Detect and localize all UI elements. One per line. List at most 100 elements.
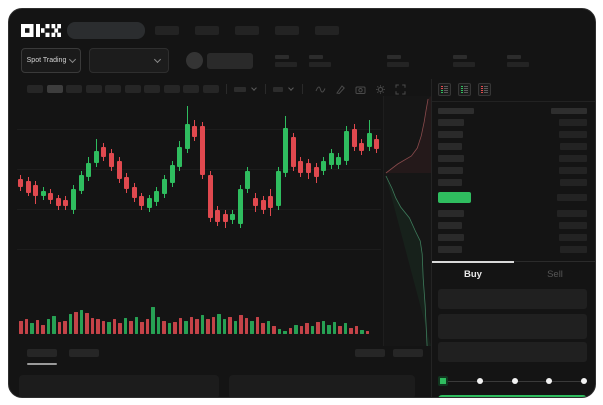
amount-placeholder xyxy=(559,131,587,138)
nav-item[interactable] xyxy=(275,25,299,35)
amount-placeholder xyxy=(559,155,587,162)
orderbook-view-icons xyxy=(438,83,587,96)
tab-buy[interactable]: Buy xyxy=(432,261,514,280)
ticker-stats xyxy=(253,54,529,67)
candle-body xyxy=(192,125,198,138)
price-placeholder xyxy=(438,143,462,150)
candle-body xyxy=(63,200,69,207)
depth-chart xyxy=(383,96,431,346)
volume-bar xyxy=(272,326,276,334)
icon-row xyxy=(461,91,468,94)
amount-placeholder xyxy=(557,210,587,217)
amount-slider[interactable] xyxy=(438,376,587,386)
toolbar-button[interactable] xyxy=(105,85,121,93)
nav-item[interactable] xyxy=(315,25,339,35)
icon-cell xyxy=(481,91,483,94)
candle-body xyxy=(237,188,243,225)
stat-value-placeholder xyxy=(275,61,297,67)
candle-body xyxy=(169,164,175,183)
bottom-tab[interactable] xyxy=(393,349,423,357)
nav-item[interactable] xyxy=(155,25,179,35)
interval-selector[interactable] xyxy=(233,86,246,92)
candle-body xyxy=(328,153,334,165)
price-placeholder xyxy=(438,108,474,114)
bottom-tab[interactable] xyxy=(355,349,385,357)
price-field[interactable] xyxy=(438,289,587,309)
stat-label-placeholder xyxy=(507,54,521,59)
orderbook-view-icon[interactable] xyxy=(478,83,491,96)
orderbook xyxy=(438,108,587,253)
slider-stop[interactable] xyxy=(511,378,518,384)
candle-body xyxy=(306,162,312,173)
toolbar-button[interactable] xyxy=(202,85,219,93)
toolbar-button[interactable] xyxy=(66,85,82,93)
orderbook-view-icon[interactable] xyxy=(438,83,451,96)
last-price-highlight xyxy=(438,192,471,203)
toolbar-button[interactable] xyxy=(46,85,63,93)
ticker-stat xyxy=(387,54,409,67)
market-type-dropdown[interactable]: Spot Trading xyxy=(21,48,81,73)
nav-item[interactable] xyxy=(235,25,259,35)
icon-row xyxy=(481,89,488,92)
price-placeholder xyxy=(438,234,464,241)
icon-cell xyxy=(461,91,463,94)
bottom-tab[interactable] xyxy=(69,349,99,357)
slider-handle[interactable] xyxy=(438,376,448,386)
toolbar-button[interactable] xyxy=(124,85,141,93)
wave-icon[interactable] xyxy=(315,84,326,95)
candle-body xyxy=(116,161,122,179)
candle-body xyxy=(222,214,228,223)
volume-bar xyxy=(123,317,127,334)
volume-chart xyxy=(19,306,379,334)
price-placeholder xyxy=(438,179,462,186)
nav-item[interactable] xyxy=(195,25,219,35)
slider-stop[interactable] xyxy=(476,378,483,384)
candle-body xyxy=(48,192,54,201)
total-field[interactable] xyxy=(438,342,587,362)
expand-icon[interactable] xyxy=(395,84,406,95)
candle-body xyxy=(139,196,145,207)
amount-placeholder xyxy=(557,194,587,201)
toolbar-button[interactable] xyxy=(183,85,199,93)
icon-cell xyxy=(461,85,463,88)
search-input[interactable] xyxy=(67,21,145,39)
price-placeholder xyxy=(438,155,464,162)
candle-body xyxy=(101,147,107,158)
toolbar-button[interactable] xyxy=(163,85,180,93)
buy-button[interactable] xyxy=(438,395,587,397)
toolbar-button[interactable] xyxy=(144,85,160,93)
gridline xyxy=(17,129,381,130)
chevron-down-icon[interactable] xyxy=(287,85,294,91)
slider-stop[interactable] xyxy=(546,378,553,384)
indicator-selector[interactable] xyxy=(272,86,283,92)
gear-icon[interactable] xyxy=(375,84,386,95)
icon-line xyxy=(464,85,468,87)
volume-bar xyxy=(156,316,160,334)
volume-bar xyxy=(343,323,347,334)
toolbar-button[interactable] xyxy=(27,85,43,93)
volume-bar xyxy=(354,326,358,334)
icon-line xyxy=(444,91,448,94)
slider-stop[interactable] xyxy=(581,378,587,384)
bottom-tab[interactable] xyxy=(27,349,57,365)
toolbar-button[interactable] xyxy=(85,85,102,93)
pair-selector-dropdown[interactable] xyxy=(89,48,169,73)
volume-bar xyxy=(222,319,226,334)
gridline xyxy=(17,249,381,250)
chevron-down-icon[interactable] xyxy=(250,85,257,91)
tab-sell[interactable]: Sell xyxy=(547,269,563,280)
candle-body xyxy=(162,178,168,195)
icon-row xyxy=(481,87,488,90)
camera-icon[interactable] xyxy=(355,84,366,95)
amount-field[interactable] xyxy=(438,314,587,339)
orderbook-view-icon[interactable] xyxy=(458,83,471,96)
candlestick-chart[interactable] xyxy=(17,96,381,293)
volume-bar xyxy=(162,320,166,334)
volume-bar xyxy=(288,327,292,334)
price-placeholder xyxy=(438,167,463,174)
volume-bar xyxy=(178,317,182,334)
pencil-icon[interactable] xyxy=(335,84,346,95)
icon-cell xyxy=(481,89,483,92)
pair-avatar[interactable] xyxy=(186,52,203,69)
volume-bar xyxy=(118,323,122,334)
